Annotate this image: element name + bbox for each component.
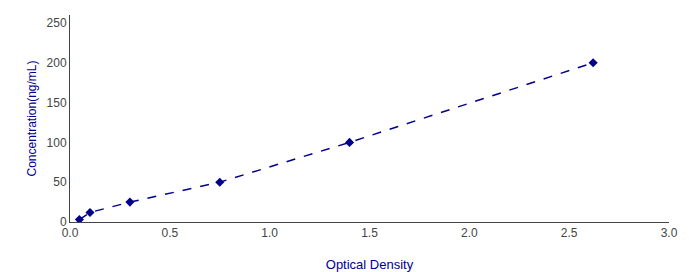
svg-text:150: 150 xyxy=(47,96,67,110)
svg-text:Concentration(ng/mL): Concentration(ng/mL) xyxy=(25,60,39,176)
svg-text:2.0: 2.0 xyxy=(461,226,478,240)
svg-text:0: 0 xyxy=(60,215,67,229)
svg-text:200: 200 xyxy=(47,56,67,70)
svg-text:Optical Density: Optical Density xyxy=(326,257,414,272)
svg-text:1.0: 1.0 xyxy=(261,226,278,240)
svg-text:0.5: 0.5 xyxy=(161,226,178,240)
svg-text:50: 50 xyxy=(53,175,67,189)
svg-text:250: 250 xyxy=(47,16,67,30)
svg-text:100: 100 xyxy=(47,136,67,150)
svg-text:0.0: 0.0 xyxy=(62,226,79,240)
svg-text:1.5: 1.5 xyxy=(361,226,378,240)
svg-text:2.5: 2.5 xyxy=(561,226,578,240)
svg-text:3.0: 3.0 xyxy=(661,226,678,240)
